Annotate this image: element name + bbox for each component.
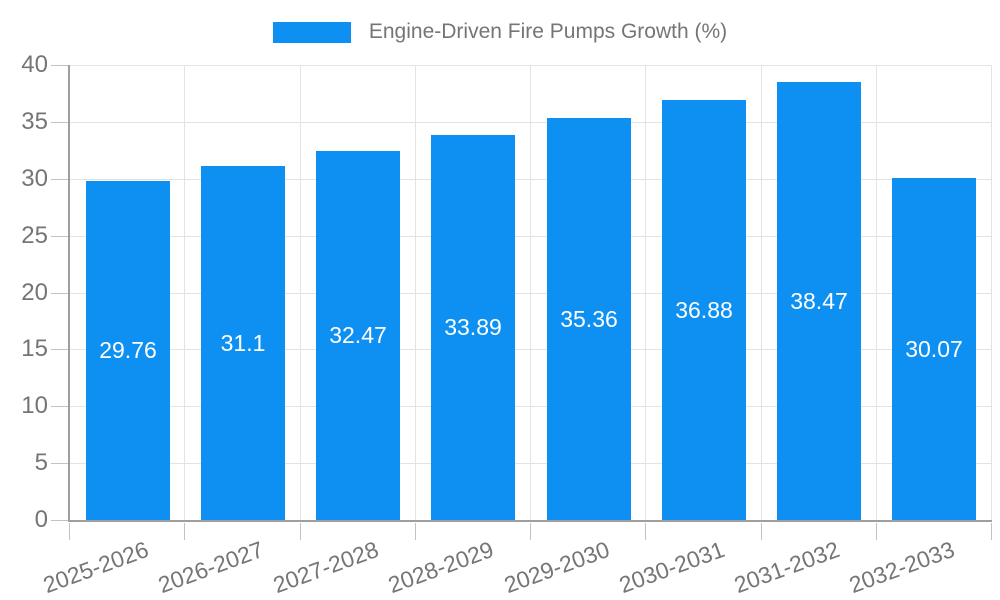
y-tick-label: 30 <box>21 165 48 192</box>
legend-label: Engine-Driven Fire Pumps Growth (%) <box>368 20 728 43</box>
y-tick-label: 10 <box>21 392 48 419</box>
x-tick-label-text: 2026-2027 <box>154 536 267 599</box>
y-tick-label: 25 <box>21 222 48 249</box>
h-gridline <box>70 179 992 180</box>
y-tick-mark <box>51 406 68 407</box>
y-tick-mark <box>51 179 68 180</box>
y-tick-label: 0 <box>34 506 48 533</box>
v-gridline <box>415 65 416 520</box>
bar[interactable]: 32.47 <box>316 151 400 520</box>
h-gridline <box>70 65 992 66</box>
bar-value-label: 33.89 <box>444 314 502 340</box>
x-tick-mark <box>415 523 416 540</box>
x-tick-label-text: 2030-2031 <box>615 536 728 599</box>
bar[interactable]: 30.07 <box>892 178 976 520</box>
y-tick-mark <box>51 293 68 294</box>
x-tick-mark <box>69 523 70 540</box>
y-tick-mark <box>51 349 68 350</box>
h-gridline <box>70 293 992 294</box>
x-tick-label-text: 2027-2028 <box>269 536 382 599</box>
y-tick-label: 40 <box>21 51 48 78</box>
v-gridline <box>184 65 185 520</box>
bar[interactable]: 29.76 <box>86 181 170 520</box>
v-gridline <box>991 65 992 520</box>
v-gridline <box>645 65 646 520</box>
y-tick-mark <box>51 122 68 123</box>
x-tick-mark <box>991 523 992 540</box>
x-tick-label-text: 2028-2029 <box>384 536 497 599</box>
x-tick-mark <box>761 523 762 540</box>
h-gridline <box>70 236 992 237</box>
y-tick-mark <box>51 236 68 237</box>
plot-area: 29.76 31.1 32.47 33.89 35.36 36.88 38.47 30.07 <box>68 65 992 522</box>
y-tick-label: 5 <box>34 449 48 476</box>
bar-value-label: 38.47 <box>790 287 848 314</box>
h-gridline <box>70 122 992 123</box>
bar-value-label: 32.47 <box>329 322 387 348</box>
y-tick-mark <box>51 463 68 464</box>
x-tick-mark <box>184 523 185 540</box>
bar-value-label: 35.36 <box>560 305 618 332</box>
h-gridline <box>70 406 992 407</box>
h-gridline <box>70 349 992 350</box>
bar-value-label: 36.88 <box>675 296 733 323</box>
x-tick-label-text: 2031-2032 <box>730 536 843 599</box>
x-tick-label-text: 2029-2030 <box>500 536 613 599</box>
bar[interactable]: 33.89 <box>431 135 515 520</box>
v-gridline <box>761 65 762 520</box>
x-tick-mark <box>645 523 646 540</box>
x-tick-mark <box>300 523 301 540</box>
legend[interactable]: Engine-Driven Fire Pumps Growth (%) <box>0 20 1000 44</box>
bar[interactable]: 36.88 <box>662 100 746 520</box>
x-tick-label-text: 2032-2033 <box>845 536 958 599</box>
legend-swatch <box>272 21 351 43</box>
y-tick-label: 15 <box>21 335 48 362</box>
bar-value-label: 31.1 <box>220 329 266 356</box>
bar[interactable]: 31.1 <box>201 166 285 520</box>
y-tick-mark <box>51 65 68 66</box>
bar-value-label: 30.07 <box>905 335 963 362</box>
v-gridline <box>530 65 531 520</box>
h-gridline <box>70 463 992 464</box>
bar[interactable]: 38.47 <box>777 82 861 520</box>
v-gridline <box>876 65 877 520</box>
y-tick-mark <box>51 520 68 521</box>
bar-value-label: 29.76 <box>99 337 157 363</box>
x-tick-label-text: 2025-2026 <box>39 536 152 599</box>
bar[interactable]: 35.36 <box>547 118 631 520</box>
y-tick-label: 35 <box>21 108 48 135</box>
x-tick-mark <box>876 523 877 540</box>
v-gridline <box>300 65 301 520</box>
y-tick-label: 20 <box>21 279 48 306</box>
x-tick-mark <box>530 523 531 540</box>
